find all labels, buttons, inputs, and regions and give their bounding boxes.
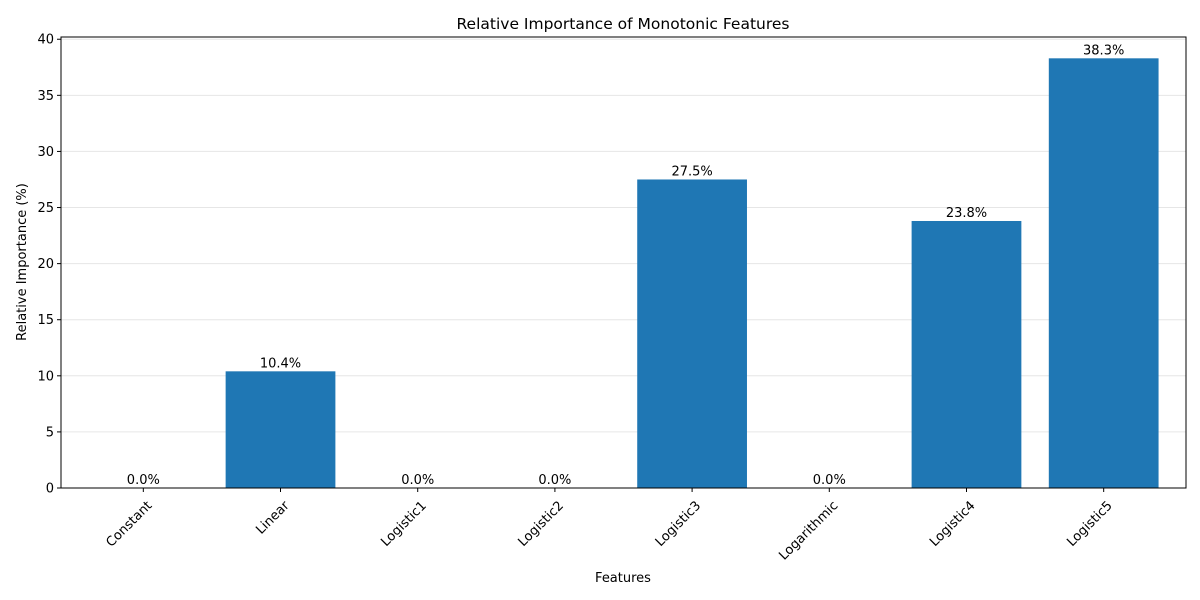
bar: [911, 220, 1022, 488]
bar-value-label: 0.0%: [127, 473, 160, 488]
bar-value-label: 0.0%: [813, 473, 846, 488]
x-tick-label: Constant: [103, 498, 155, 550]
bars: [225, 58, 1159, 489]
bar-value-label: 0.0%: [401, 473, 434, 488]
bar-value-label: 27.5%: [671, 164, 712, 179]
y-tick-label: 5: [46, 425, 54, 440]
x-tick-label: Logistic3: [653, 498, 704, 549]
x-tick-label: Logistic2: [516, 498, 567, 549]
bar-value-label: 10.4%: [260, 356, 301, 371]
y-axis: 0 5 10 15 20 25 30 35 40: [37, 33, 61, 497]
x-tick-label: Logistic4: [927, 498, 978, 549]
y-tick-label: 30: [37, 145, 54, 160]
data-labels: 0.0% 10.4% 0.0% 0.0% 27.5% 0.0% 23.8% 38.3%: [127, 43, 1125, 488]
plot-frame: [60, 36, 1187, 489]
y-tick-label: 20: [37, 257, 54, 272]
y-tick-label: 35: [37, 89, 54, 104]
y-axis-label: Relative Importance (%): [15, 183, 30, 341]
chart-title: Relative Importance of Monotonic Feature…: [456, 15, 789, 33]
bar: [1048, 58, 1159, 489]
y-tick-label: 0: [46, 482, 54, 497]
bar-value-label: 38.3%: [1083, 43, 1124, 58]
y-tick-label: 25: [37, 201, 54, 216]
y-tick-label: 15: [37, 313, 54, 328]
bar-value-label: 23.8%: [946, 206, 987, 221]
bar-value-label: 0.0%: [538, 473, 571, 488]
x-tick-label: Logarithmic: [776, 498, 841, 563]
x-tick-label: Logistic1: [378, 498, 429, 549]
x-tick-label: Linear: [253, 498, 293, 538]
y-tick-label: 40: [37, 33, 54, 48]
x-tick-label: Logistic5: [1064, 498, 1115, 549]
x-axis-label: Features: [595, 571, 651, 586]
bar: [225, 371, 336, 488]
y-tick-label: 10: [37, 369, 54, 384]
bar: [637, 179, 747, 488]
x-axis: Constant Linear Logistic1 Logistic2 Logistic…: [103, 488, 1116, 563]
